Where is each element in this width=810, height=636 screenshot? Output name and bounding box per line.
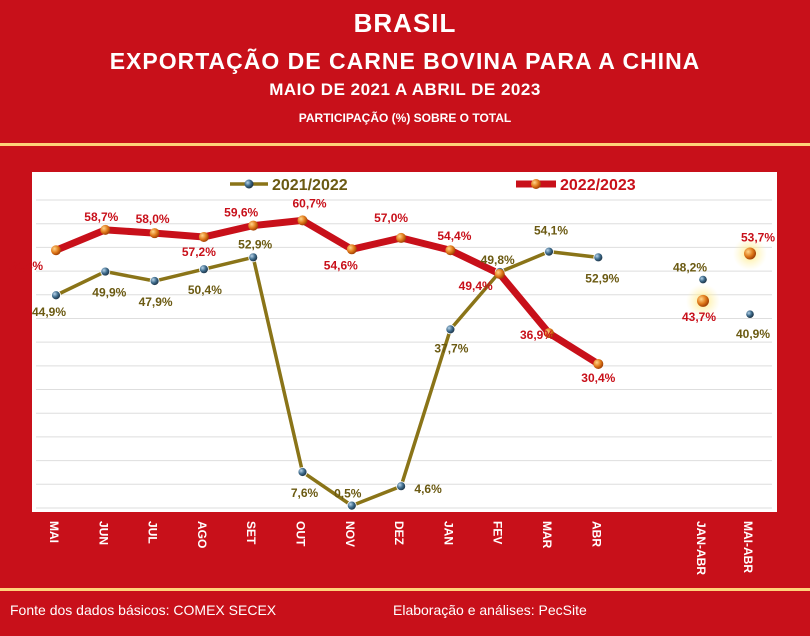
legend-2022-2023-marker <box>531 179 541 189</box>
series-2021-2022-point <box>51 290 61 301</box>
series-2021-2022-data-label: 44,9% <box>32 305 66 319</box>
legend-2022-2023-label: 2022/2023 <box>560 177 636 194</box>
series-2021-2022-data-label: 47,9% <box>139 295 173 309</box>
series-2021-2022-point <box>248 252 259 263</box>
series-2022-2023-data-label: 57,0% <box>374 211 408 225</box>
chart-period: MAIO DE 2021 A ABRIL DE 2023 <box>269 80 541 99</box>
series-2022-2023-data-label: 58,0% <box>136 212 170 226</box>
series-2022-2023-point <box>248 220 259 231</box>
series-2021-2022-point <box>149 276 160 286</box>
legend-2021-2022-marker <box>244 179 254 189</box>
series-2022-2023-point <box>494 268 505 279</box>
footer-source: Fonte dos dados básicos: COMEX SECEX <box>10 602 277 618</box>
footer-credit: Elaboração e análises: PecSite <box>393 602 587 618</box>
x-axis-tick-label: MAI-ABR <box>741 521 755 573</box>
chart-title: BRASIL <box>353 8 457 38</box>
series-2021-2022-point <box>544 246 554 257</box>
x-axis-tick-label: ABR <box>589 521 603 547</box>
series-2021-2022-point <box>297 467 308 477</box>
x-axis-tick-label: JUN <box>96 521 110 545</box>
series-2021-2022-point <box>346 500 357 511</box>
aggregate-2021-2022-point <box>699 275 707 284</box>
series-2022-2023-point <box>346 244 357 255</box>
series-2021-2022-data-label: 4,6% <box>414 482 442 496</box>
series-2021-2022-data-label: 52,9% <box>238 237 272 251</box>
x-axis-tick-label: OUT <box>294 521 308 547</box>
series-2022-2023-data-label: 54,4% <box>9 259 43 273</box>
x-axis-tick-label: JAN-ABR <box>694 521 708 575</box>
series-2021-2022-data-label: 7,6% <box>291 486 319 500</box>
aggregate-2022-2023-data-label: 53,7% <box>741 231 775 245</box>
series-2022-2023-point <box>51 245 61 256</box>
series-2022-2023-data-label: 54,4% <box>437 229 471 243</box>
series-2021-2022-point <box>396 481 407 492</box>
series-2021-2022-data-label: 54,1% <box>534 224 568 238</box>
aggregate-2021-2022-point <box>746 310 754 318</box>
series-2022-2023-data-label: 30,4% <box>581 371 615 385</box>
series-2021-2022-line <box>55 249 599 508</box>
chart-metric: PARTICIPAÇÃO (%) SOBRE O TOTAL <box>298 111 512 125</box>
footer-divider <box>0 588 810 591</box>
x-axis-tick-label: FEV <box>491 521 505 544</box>
series-2021-2022-data-label: 49,9% <box>92 286 126 300</box>
x-axis-tick-label: SET <box>244 521 258 545</box>
series-2022-2023-data-label: 58,7% <box>84 210 118 224</box>
series-2022-2023-data-label: 60,7% <box>292 196 326 210</box>
aggregate-2022-2023-point <box>744 247 756 260</box>
series-2022-2023-data-label: 59,6% <box>224 206 258 220</box>
footer: Fonte dos dados básicos: COMEX SECEX Ela… <box>0 593 810 627</box>
x-axis-tick-label: DEZ <box>392 521 406 545</box>
series-2022-2023-point <box>445 245 456 256</box>
series-2022-2023-point <box>593 358 604 369</box>
series-2022-2023-point <box>100 224 111 235</box>
series-2022-2023-data-label: 57,2% <box>182 245 216 259</box>
series-2022-2023-line <box>54 216 601 367</box>
series-2021-2022-point <box>198 264 209 275</box>
series-2021-2022-data-label: 52,9% <box>585 271 619 285</box>
series-2022-2023-point <box>544 328 554 339</box>
x-axis-tick-label: JUL <box>146 521 160 544</box>
x-axis-tick-label: JAN <box>441 521 455 545</box>
series-2021-2022-data-label: 50,4% <box>188 283 222 297</box>
aggregate-2021-2022-data-label: 40,9% <box>736 327 770 341</box>
aggregate-2021-2022-data-label: 48,2% <box>673 261 707 275</box>
series-2022-2023-data-label: 49,4% <box>459 279 493 293</box>
legend-2021-2022-label: 2021/2022 <box>272 177 348 194</box>
aggregate-2022-2023-data-label: 43,7% <box>682 310 716 324</box>
chart-header: BRASIL EXPORTAÇÃO DE CARNE BOVINA PARA A… <box>0 0 810 140</box>
series-2022-2023-data-label: 54,6% <box>324 258 358 272</box>
x-axis-tick-label: AGO <box>195 521 209 548</box>
series-2021-2022-point <box>100 266 111 277</box>
series-2022-2023-data-label: 36,9% <box>520 328 554 342</box>
chart-subtitle: EXPORTAÇÃO DE CARNE BOVINA PARA A CHINA <box>109 48 701 74</box>
x-axis-tick-label: NOV <box>343 521 357 547</box>
series-2021-2022-data-label: 0,5% <box>334 487 362 501</box>
series-2022-2023-point <box>396 232 407 243</box>
series-2022-2023-point <box>297 215 308 226</box>
line-chart: 44,9% 49,9% 47,9% 50,4% 52,9% 7,6% 0,5% 4,6% 37,… <box>9 172 777 576</box>
series-2021-2022-data-label: 37,7% <box>434 341 468 355</box>
series-2022-2023-point <box>198 231 209 242</box>
header-divider <box>0 143 810 146</box>
series-2021-2022-point <box>445 324 456 335</box>
aggregate-2022-2023-point <box>697 294 709 307</box>
series-2021-2022-data-label: 49,8% <box>481 253 515 267</box>
x-axis-tick-label: MAI <box>47 521 61 543</box>
series-2021-2022-point <box>593 252 604 263</box>
series-2022-2023-point <box>149 228 160 239</box>
x-axis-tick-label: MAR <box>540 521 554 549</box>
